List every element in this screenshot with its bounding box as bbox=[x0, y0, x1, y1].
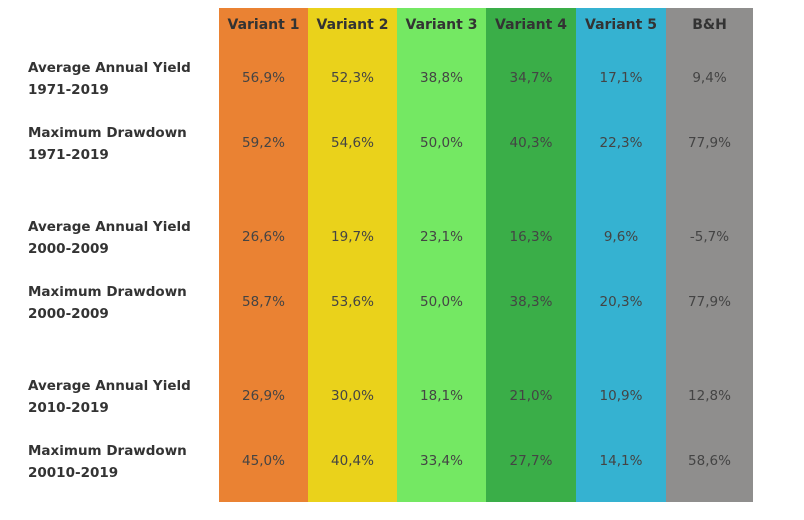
table-cell: 27,7% bbox=[509, 453, 553, 469]
table-cell: 58,6% bbox=[688, 453, 731, 469]
table-cell: 53,6% bbox=[331, 294, 374, 310]
table-cell: 30,0% bbox=[331, 388, 374, 404]
column-variant-2 bbox=[308, 8, 397, 502]
header-variant-3: Variant 3 bbox=[405, 17, 478, 33]
table-cell: 33,4% bbox=[420, 453, 463, 469]
table-cell: 14,1% bbox=[599, 453, 643, 469]
column-variant-4 bbox=[486, 8, 576, 502]
row-label-max-drawdown-2000-2009: Maximum Drawdown 2000-2009 bbox=[28, 284, 187, 322]
table-cell: 12,8% bbox=[688, 388, 731, 404]
table-cell: 16,3% bbox=[509, 229, 553, 245]
table-cell: 17,1% bbox=[599, 70, 643, 86]
table-cell: 19,7% bbox=[331, 229, 374, 245]
table-cell: 77,9% bbox=[688, 135, 731, 151]
table-cell: 50,0% bbox=[420, 294, 463, 310]
table-cell: 20,3% bbox=[599, 294, 643, 310]
table-cell: 52,3% bbox=[331, 70, 374, 86]
table-cell: 38,3% bbox=[509, 294, 553, 310]
header-variant-5: Variant 5 bbox=[585, 17, 657, 33]
table-cell: 26,9% bbox=[242, 388, 285, 404]
table-cell: 34,7% bbox=[509, 70, 553, 86]
table-cell: 77,9% bbox=[688, 294, 731, 310]
table-cell: 56,9% bbox=[242, 70, 285, 86]
column-variant-1 bbox=[219, 8, 308, 502]
table-cell: -5,7% bbox=[689, 229, 730, 245]
table-cell: 26,6% bbox=[242, 229, 285, 245]
header-variant-1: Variant 1 bbox=[227, 17, 300, 33]
table-cell: 18,1% bbox=[420, 388, 463, 404]
column-bh bbox=[666, 8, 753, 502]
table-cell: 40,4% bbox=[331, 453, 374, 469]
row-label-avg-yield-1971-2019: Average Annual Yield 1971-2019 bbox=[28, 60, 191, 98]
table-cell: 21,0% bbox=[509, 388, 553, 404]
column-variant-5 bbox=[576, 8, 666, 502]
header-bh: B&H bbox=[692, 17, 727, 33]
row-label-max-drawdown-2010-2019: Maximum Drawdown 20010-2019 bbox=[28, 443, 187, 481]
table-cell: 58,7% bbox=[242, 294, 285, 310]
column-variant-3 bbox=[397, 8, 486, 502]
table-cell: 38,8% bbox=[420, 70, 463, 86]
header-variant-4: Variant 4 bbox=[495, 17, 567, 33]
table-cell: 10,9% bbox=[599, 388, 643, 404]
header-variant-2: Variant 2 bbox=[316, 17, 389, 33]
table-cell: 9,4% bbox=[692, 70, 727, 86]
table-cell: 54,6% bbox=[331, 135, 374, 151]
table-cell: 59,2% bbox=[242, 135, 285, 151]
table-cell: 40,3% bbox=[509, 135, 553, 151]
table-cell: 45,0% bbox=[242, 453, 285, 469]
table-cell: 23,1% bbox=[420, 229, 463, 245]
row-label-avg-yield-2010-2019: Average Annual Yield 2010-2019 bbox=[28, 378, 191, 416]
row-label-avg-yield-2000-2009: Average Annual Yield 2000-2009 bbox=[28, 219, 191, 257]
table-cell: 9,6% bbox=[603, 229, 639, 245]
row-label-max-drawdown-1971-2019: Maximum Drawdown 1971-2019 bbox=[28, 125, 187, 163]
table-cell: 50,0% bbox=[420, 135, 463, 151]
table-cell: 22,3% bbox=[599, 135, 643, 151]
